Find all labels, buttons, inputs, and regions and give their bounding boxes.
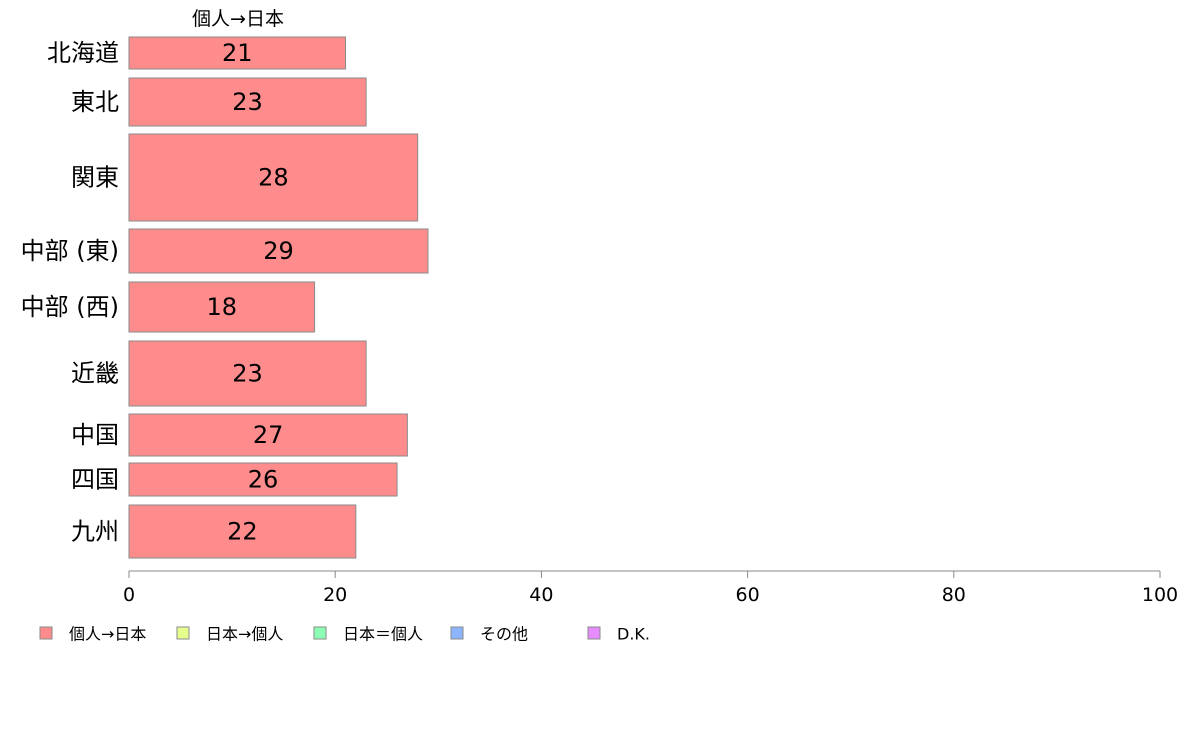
legend-label: その他 — [480, 625, 528, 644]
bar-value-label: 29 — [263, 237, 294, 265]
category-label: 東北 — [71, 88, 119, 116]
bar-value-label: 23 — [232, 360, 263, 388]
legend-label: 日本→個人 — [206, 625, 283, 644]
bar — [128, 462, 398, 497]
legend-label: 日本＝個人 — [343, 625, 423, 644]
category-label: 近畿 — [71, 360, 119, 388]
bar-value-label: 22 — [227, 518, 258, 546]
category-label: 九州 — [71, 518, 119, 546]
bar — [128, 413, 408, 457]
x-tick-label: 60 — [736, 584, 760, 606]
x-tick-label: 20 — [323, 584, 347, 606]
value-labels: 21 23 28 29 18 23 27 26 22 — [207, 39, 294, 546]
bar-value-label: 28 — [258, 164, 289, 192]
category-label: 関東 — [71, 164, 119, 192]
category-label: 四国 — [71, 466, 119, 494]
legend-swatch — [39, 626, 53, 640]
category-label: 北海道 — [47, 39, 119, 67]
x-tick-label: 0 — [123, 584, 135, 606]
bar — [128, 77, 367, 127]
x-tick-label: 40 — [529, 584, 553, 606]
bar — [128, 228, 429, 274]
x-tick-label: 80 — [942, 584, 966, 606]
category-label: 中部 (西) — [21, 293, 119, 321]
series-header: 個人→日本 — [192, 8, 284, 30]
legend-swatch — [587, 626, 601, 640]
bar-value-label: 26 — [248, 466, 279, 494]
legend-swatch — [450, 626, 464, 640]
category-label: 中部 (東) — [21, 237, 119, 265]
legend-label: D.K. — [617, 625, 650, 644]
bar-value-label: 18 — [207, 293, 238, 321]
bars-layer — [128, 36, 429, 559]
bar — [128, 133, 419, 222]
bar — [128, 36, 347, 70]
bar — [128, 281, 316, 333]
bar-value-label: 27 — [253, 421, 284, 449]
bar — [128, 504, 357, 559]
x-tick-label: 100 — [1142, 584, 1178, 606]
bar — [128, 340, 367, 407]
legend-swatch — [313, 626, 327, 640]
x-axis: 0 20 40 60 80 100 — [123, 570, 1178, 606]
bar-value-label: 23 — [232, 88, 263, 116]
legend: 個人→日本 日本→個人 日本＝個人 その他 D.K. — [39, 625, 650, 644]
legend-swatch — [176, 626, 190, 640]
bar-value-label: 21 — [222, 39, 253, 67]
legend-label: 個人→日本 — [69, 625, 146, 644]
category-label: 中国 — [71, 421, 119, 449]
